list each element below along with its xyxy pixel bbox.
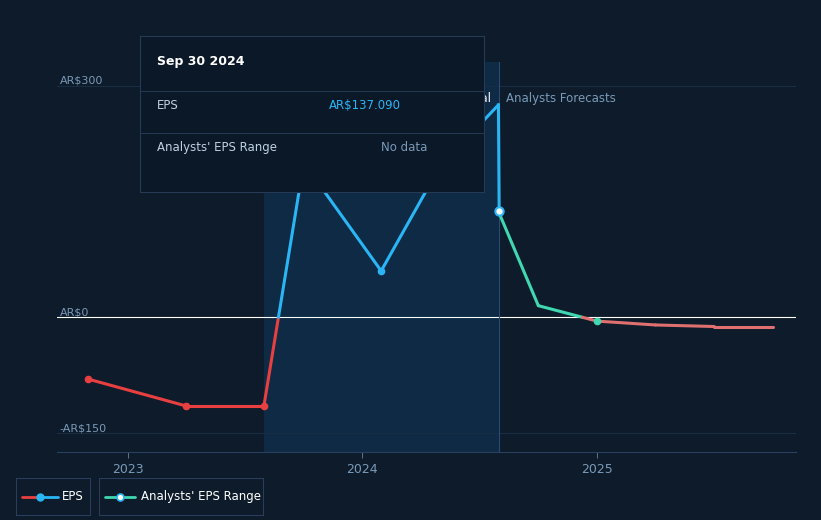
Text: Sep 30 2024: Sep 30 2024 [157,55,245,68]
Text: AR$0: AR$0 [60,307,89,317]
Text: -AR$150: -AR$150 [60,423,107,433]
Text: Actual: Actual [455,92,492,105]
Text: Analysts' EPS Range: Analysts' EPS Range [157,141,277,154]
Text: EPS: EPS [62,490,84,503]
Text: No data: No data [381,141,427,154]
Text: AR$137.090: AR$137.090 [329,99,401,112]
Text: Analysts Forecasts: Analysts Forecasts [507,92,616,105]
Text: EPS: EPS [157,99,178,112]
Bar [264,62,499,452]
Text: AR$300: AR$300 [60,75,103,86]
Text: Analysts' EPS Range: Analysts' EPS Range [141,490,261,503]
